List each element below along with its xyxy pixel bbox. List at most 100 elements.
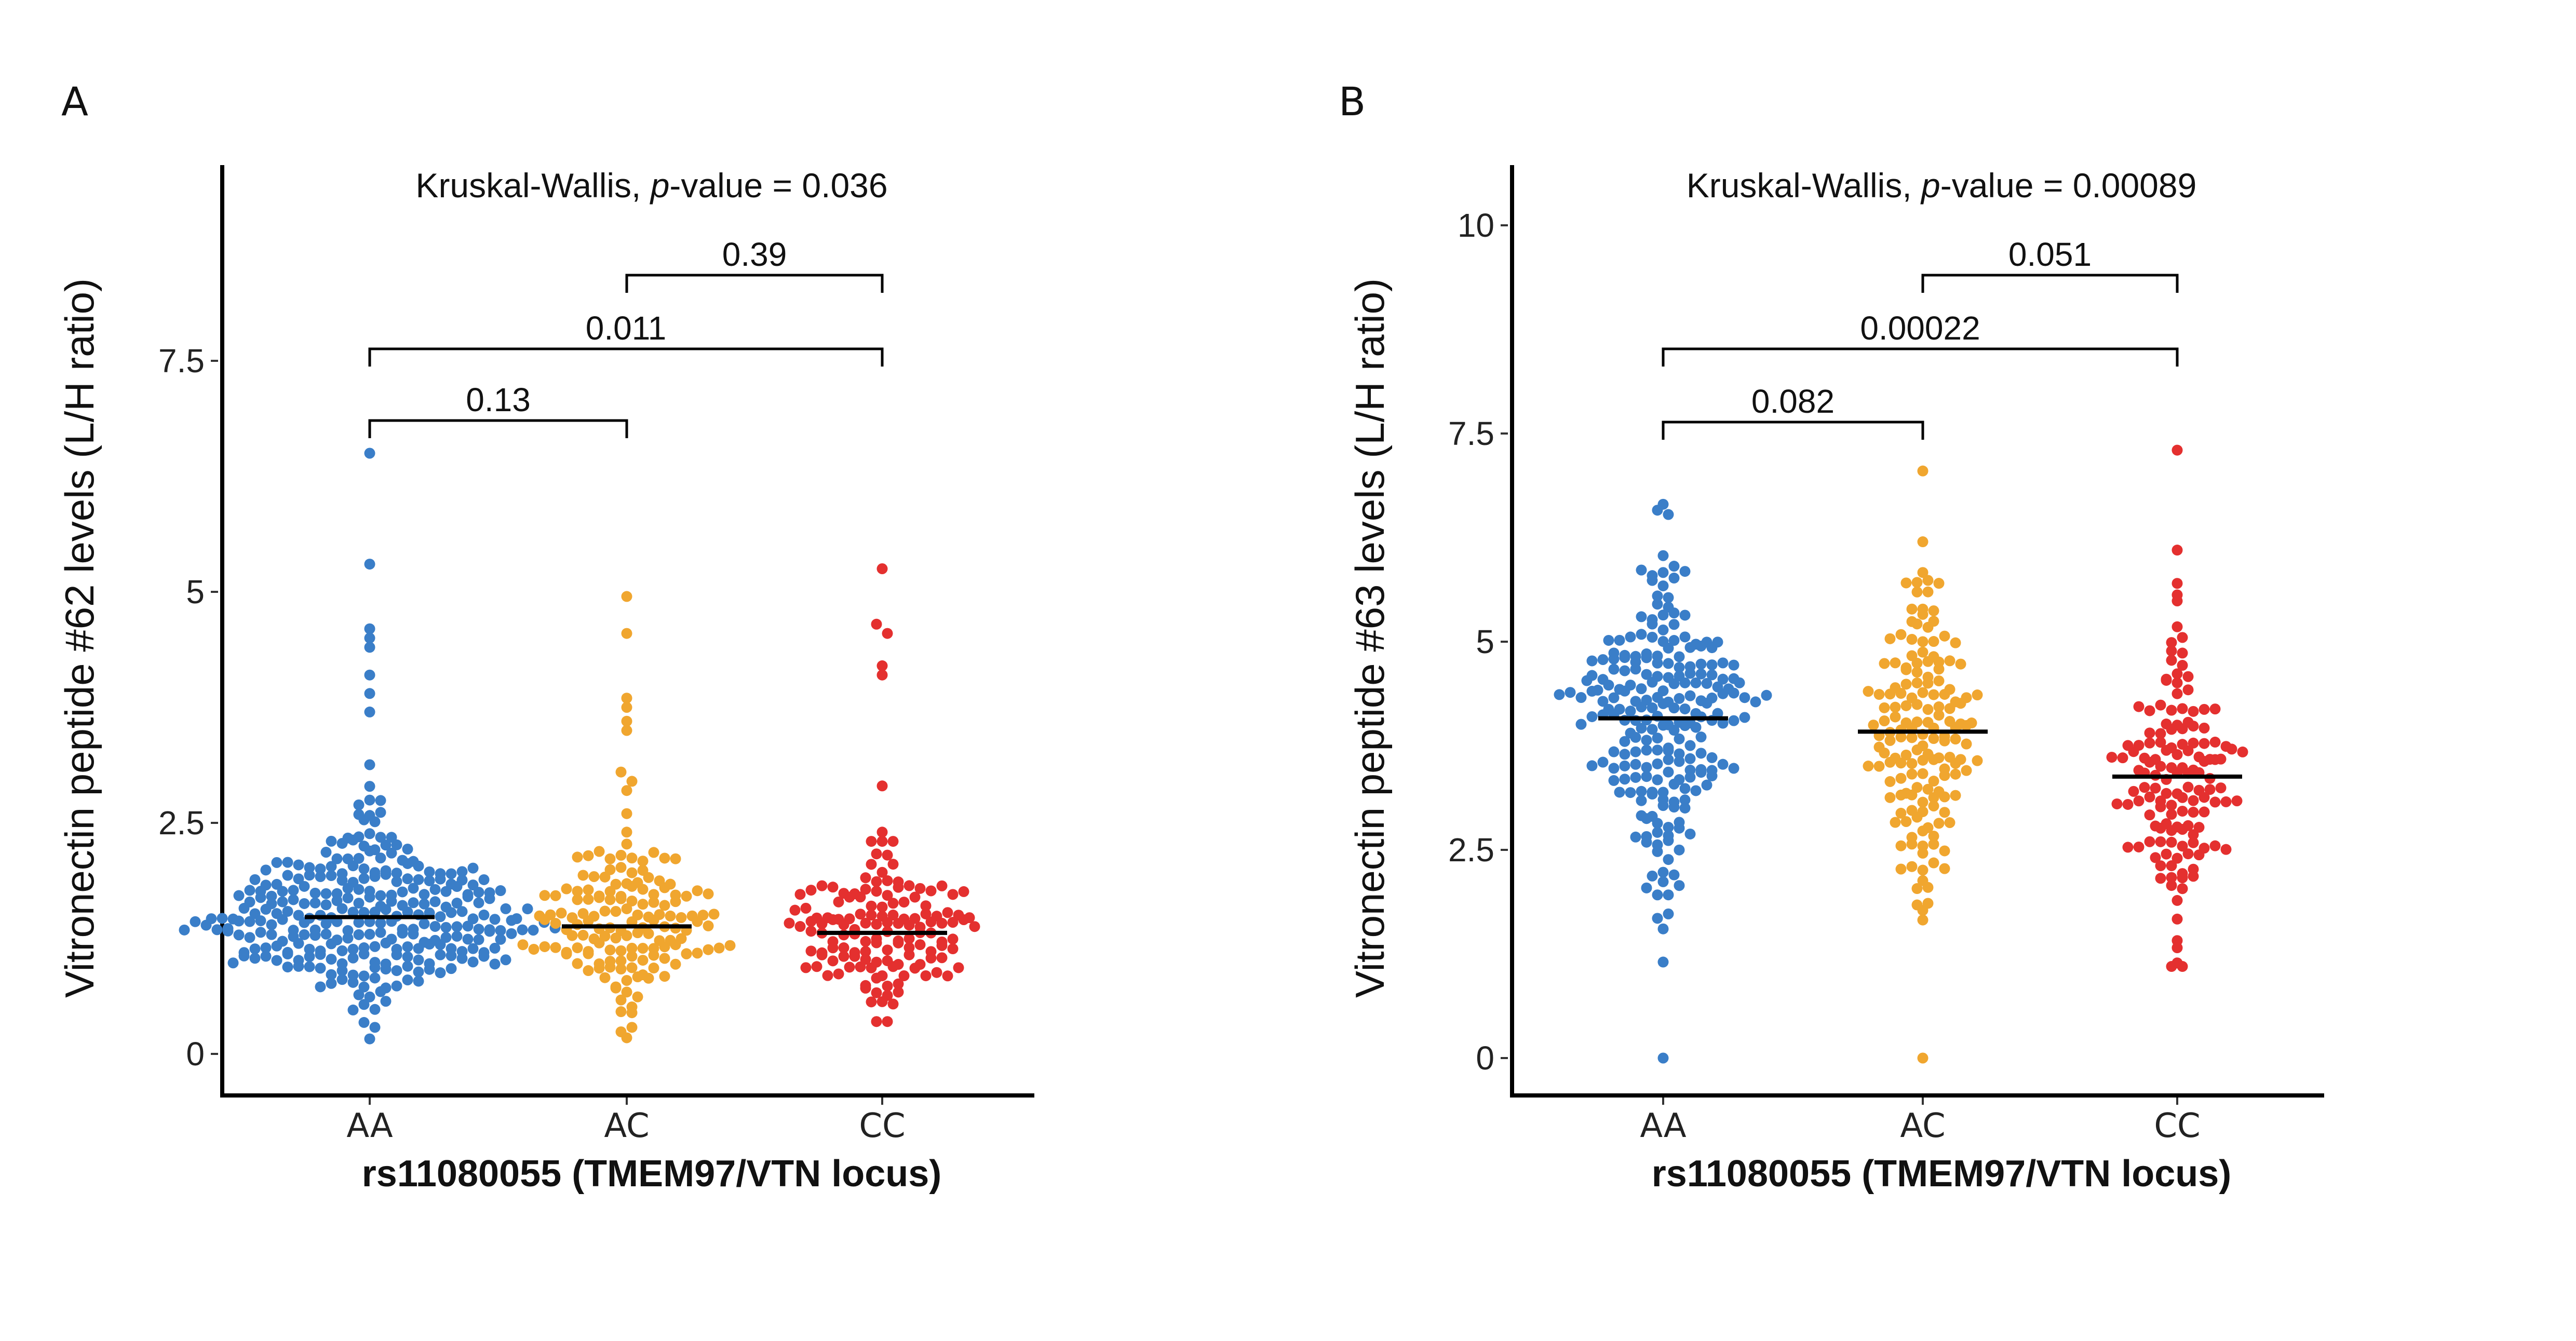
panel-a-point-aa xyxy=(424,866,435,877)
panel-a-point-aa xyxy=(391,965,402,977)
panel-a-point-aa xyxy=(369,1022,381,1033)
panel-a-point-ac xyxy=(615,964,627,975)
panel-b-point-cc xyxy=(2182,671,2194,682)
panel-a-point-cc xyxy=(844,961,855,973)
panel-b-point-cc xyxy=(2209,796,2221,808)
panel-a-x-tick-label-cc: CC xyxy=(859,1107,905,1145)
panel-b-point-aa xyxy=(1586,711,1598,722)
panel-b-point-ac xyxy=(1922,882,1934,893)
panel-b-point-aa xyxy=(1647,618,1658,630)
panel-a-point-aa xyxy=(364,929,375,940)
panel-a-point-ac xyxy=(692,885,703,897)
panel-a-point-aa xyxy=(364,1033,375,1045)
panel-a-point-cc xyxy=(882,628,893,639)
panel-a-point-aa xyxy=(364,991,375,1003)
panel-a-point-ac xyxy=(648,950,659,961)
panel-a-point-ac xyxy=(626,942,638,954)
panel-a-point-cc xyxy=(958,886,969,897)
panel-b-point-ac xyxy=(1895,807,1907,819)
panel-b-point-aa xyxy=(1625,787,1636,798)
panel-b-point-cc xyxy=(2166,825,2177,836)
panel-a-point-aa xyxy=(402,960,413,972)
panel-a-point-cc xyxy=(920,970,932,981)
panel-a-point-aa xyxy=(429,896,441,907)
panel-a-point-aa xyxy=(375,927,386,938)
panel-b-point-aa xyxy=(1679,783,1691,794)
panel-a-point-ac xyxy=(621,693,632,704)
panel-a-point-aa xyxy=(435,873,446,885)
panel-a-point-cc xyxy=(871,618,882,630)
panel-b-point-ac xyxy=(1906,789,1918,801)
panel-b-point-aa xyxy=(1706,642,1718,654)
panel-a-point-aa xyxy=(358,863,370,875)
panel-a-point-ac xyxy=(708,909,720,920)
panel-a-point-aa xyxy=(364,623,375,634)
panel-b-point-aa xyxy=(1641,771,1652,782)
panel-a-point-aa xyxy=(506,915,517,926)
panel-b-point-cc xyxy=(2150,852,2161,863)
panel-a-point-aa xyxy=(342,883,354,894)
panel-a-point-aa xyxy=(233,915,245,927)
panel-b-point-ac xyxy=(1950,637,1961,648)
panel-a-point-cc xyxy=(882,875,893,886)
panel-b-point-aa xyxy=(1657,923,1669,934)
panel-a-point-cc xyxy=(811,961,822,972)
panel-b-point-aa xyxy=(1679,794,1691,806)
panel-b-point-ac xyxy=(1928,733,1939,744)
panel-a-point-aa xyxy=(326,861,337,872)
panel-b-point-aa xyxy=(1647,676,1658,688)
panel-b-point-aa xyxy=(1652,889,1663,901)
panel-a-point-aa xyxy=(179,924,190,936)
panel-a-point-aa xyxy=(435,939,446,950)
panel-b-point-aa xyxy=(1668,778,1680,790)
panel-b-point-ac xyxy=(1879,747,1890,758)
panel-a-point-cc xyxy=(838,942,849,954)
panel-b-point-ac xyxy=(1895,757,1907,769)
panel-b-point-aa xyxy=(1728,715,1739,726)
panel-b-point-aa xyxy=(1679,609,1691,621)
panel-a-point-ac xyxy=(626,867,638,878)
panel-a-point-aa xyxy=(320,928,332,940)
panel-b-point-cc xyxy=(2166,645,2177,657)
panel-a-point-aa xyxy=(402,843,413,855)
panel-b-point-ac xyxy=(1879,702,1890,713)
panel-a-point-ac xyxy=(561,883,572,895)
panel-a-point-cc xyxy=(882,980,893,992)
panel-b-point-aa xyxy=(1619,665,1630,676)
panel-a-point-aa xyxy=(391,839,402,850)
panel-b-x-tick-label-ac: AC xyxy=(1900,1107,1945,1145)
panel-b-point-aa xyxy=(1647,789,1658,800)
panel-a-point-cc xyxy=(871,972,882,984)
panel-a-point-ac xyxy=(621,715,632,727)
panel-a-point-cc xyxy=(838,919,849,930)
panel-b-point-aa xyxy=(1739,712,1750,723)
panel-a-point-aa xyxy=(467,956,479,968)
panel-a-point-aa xyxy=(282,961,293,973)
panel-a-point-ac xyxy=(610,982,622,994)
panel-b-point-aa xyxy=(1674,662,1685,673)
panel-a-point-cc xyxy=(887,898,899,909)
panel-b-point-aa xyxy=(1630,771,1641,783)
panel-a-point-aa xyxy=(435,911,446,923)
panel-a-point-cc xyxy=(947,943,959,955)
panel-a-point-aa xyxy=(293,960,304,972)
panel-a-point-ac xyxy=(621,827,632,838)
panel-b-point-ac xyxy=(1939,630,1950,642)
panel-b-point-aa xyxy=(1625,706,1636,717)
panel-a-point-cc xyxy=(871,848,882,860)
panel-a-point-cc xyxy=(871,937,882,949)
panel-b-point-cc xyxy=(2144,791,2155,803)
panel-a-point-aa xyxy=(293,873,304,885)
panel-b-point-cc xyxy=(2155,836,2166,847)
panel-b-point-aa xyxy=(1734,677,1745,688)
panel-a-point-aa xyxy=(364,794,375,806)
panel-b-point-aa xyxy=(1641,836,1652,848)
panel-b-point-cc xyxy=(2122,798,2134,810)
panel-b-point-aa xyxy=(1663,854,1674,865)
panel-b-point-cc xyxy=(2155,761,2166,772)
panel-a-title: Kruskal-Wallis, p-value = 0.036 xyxy=(415,166,887,205)
panel-b-point-aa xyxy=(1761,689,1772,701)
panel-a-point-cc xyxy=(887,961,899,972)
panel-a-x-axis-label: rs11080055 (TMEM97/VTN locus) xyxy=(362,1153,942,1195)
panel-a-point-aa xyxy=(424,939,435,950)
